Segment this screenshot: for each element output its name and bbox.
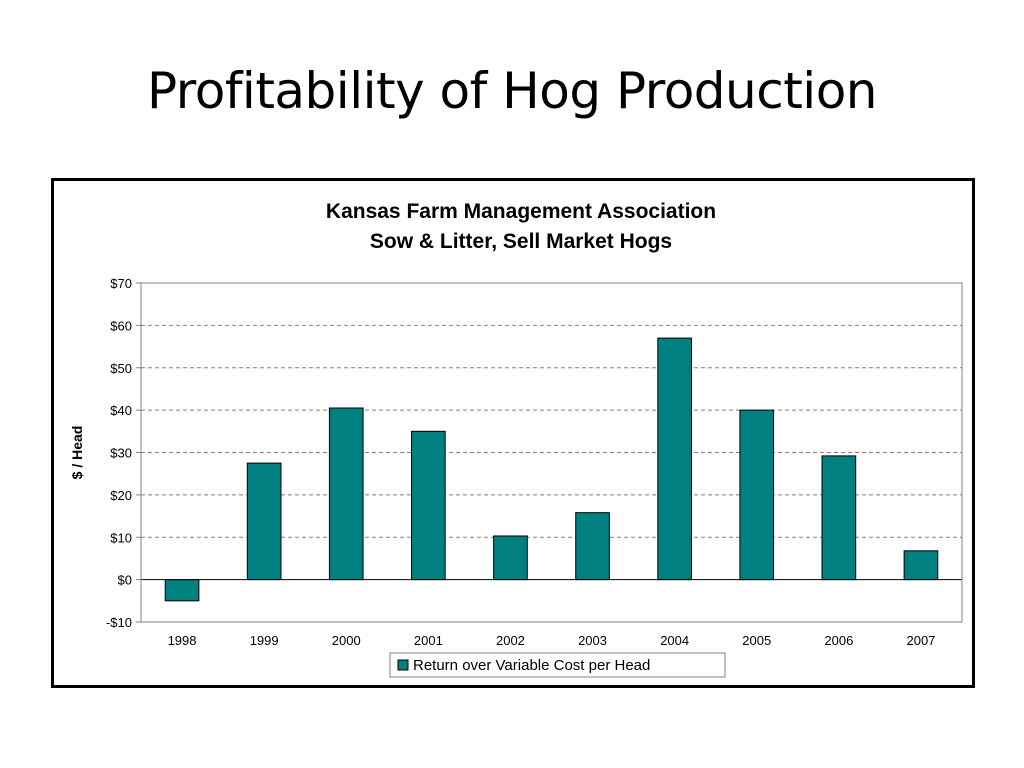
bar-2006 [821,455,857,581]
bar-1999 [246,462,282,581]
y-tick-label: $50 [110,361,132,376]
bar-chart: Kansas Farm Management Association Sow &… [69,200,963,678]
y-axis-tick-labels: -$10 $0 $10 $20 $30 $40 $50 $60 $70 [106,276,141,630]
chart-title-line-2: Sow & Litter, Sell Market Hogs [370,230,672,253]
slide-title: Profitability of Hog Production [147,62,877,120]
y-tick-label: $40 [110,403,132,418]
bar-1998 [164,579,200,602]
legend-swatch [397,659,409,671]
x-tick-label: 1998 [168,633,197,648]
y-tick-label: $0 [118,573,132,588]
chart-title-line-1: Kansas Farm Management Association [326,200,716,223]
legend: Return over Variable Cost per Head [389,652,726,678]
x-tick-label: 2003 [578,633,607,648]
x-tick-label: 1999 [250,633,279,648]
bar-2007 [903,550,939,581]
x-tick-label: 2005 [742,633,771,648]
y-tick-label: -$10 [106,615,132,630]
y-tick-label: $30 [110,446,132,461]
x-tick-label: 2000 [332,633,361,648]
x-tick-label: 2006 [824,633,853,648]
bar-2001 [411,430,446,581]
bars [164,337,939,602]
x-tick-label: 2001 [414,633,443,648]
bar-2003 [575,512,610,581]
x-tick-label: 2004 [660,633,689,648]
chart-frame: Kansas Farm Management Association Sow &… [51,178,975,688]
legend-label: Return over Variable Cost per Head [413,657,650,674]
y-tick-label: $70 [110,276,132,291]
bar-2004 [657,337,692,581]
y-tick-label: $60 [110,318,132,333]
legend-box [389,652,726,678]
x-tick-label: 2002 [496,633,525,648]
bar-2000 [328,407,364,581]
y-axis-label: $ / Head [69,426,85,480]
y-tick-label: $10 [110,530,132,545]
x-axis-tick-labels: 1998 1999 2000 2001 2002 2003 2004 2005 2006 2007 [168,633,936,648]
bar-2005 [739,409,775,581]
bar-2002 [493,535,528,581]
y-tick-label: $20 [110,488,132,503]
x-tick-label: 2007 [906,633,935,648]
